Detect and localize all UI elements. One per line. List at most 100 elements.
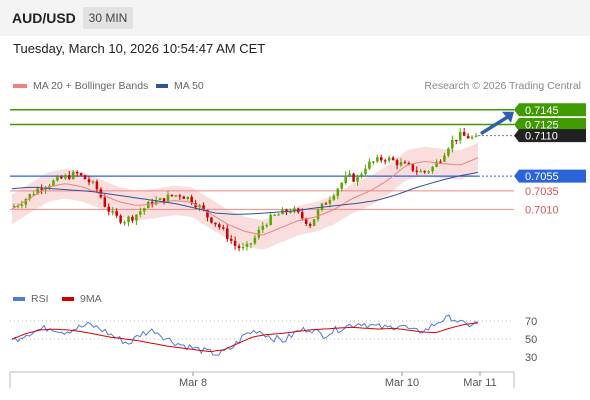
- rsi-swatch: [13, 297, 25, 301]
- candle-body: [249, 243, 253, 245]
- candle: [119, 214, 122, 225]
- candle: [115, 208, 118, 219]
- candle-body: [312, 219, 316, 226]
- x-tick-label: Mar 11: [463, 377, 496, 389]
- candle: [431, 165, 434, 174]
- candle: [229, 234, 233, 244]
- candle: [162, 198, 166, 205]
- candle-body: [16, 205, 20, 207]
- candle: [24, 197, 28, 209]
- candle: [316, 207, 320, 222]
- candle: [360, 172, 363, 179]
- candle-body: [91, 181, 95, 183]
- candle: [253, 234, 257, 246]
- candle: [249, 242, 253, 249]
- candle-body: [245, 243, 249, 247]
- legend-rsi-ma-label: 9MA: [80, 293, 102, 305]
- candle: [20, 200, 24, 209]
- candle-body: [28, 194, 32, 200]
- candle: [364, 164, 367, 177]
- candle: [174, 194, 178, 198]
- candle-body: [328, 199, 332, 204]
- level-tag: [514, 129, 586, 143]
- timestamp: Tuesday, March 10, 2026 10:54:47 AM CET: [13, 41, 266, 56]
- candle: [143, 207, 146, 215]
- level-label-0.7145: 0.7145: [514, 103, 586, 117]
- candle-body: [360, 174, 363, 178]
- candle: [87, 176, 91, 186]
- candle-body: [423, 171, 426, 173]
- x-tick-label: Mar 8: [179, 377, 207, 389]
- candle: [127, 215, 130, 227]
- candle-body: [458, 132, 462, 141]
- candle: [178, 193, 182, 201]
- candle-body: [158, 198, 162, 201]
- candle: [40, 184, 43, 195]
- timeframe-button[interactable]: 30 MIN: [83, 7, 133, 29]
- candle: [190, 194, 193, 206]
- candle: [186, 196, 190, 201]
- rsi-ma-line: [11, 322, 479, 353]
- legend-ma50-label: MA 50: [174, 80, 204, 92]
- candle-body: [415, 170, 419, 172]
- candle-body: [427, 171, 430, 173]
- candle: [458, 128, 462, 144]
- ma50-line: [11, 171, 479, 215]
- candle-body: [178, 195, 182, 197]
- legend-rsi-ma: 9MA: [62, 293, 102, 305]
- candle: [348, 170, 351, 178]
- candle-body: [372, 161, 375, 163]
- candle-body: [202, 205, 205, 211]
- level-tag: [514, 103, 586, 117]
- candle-body: [462, 132, 466, 136]
- candle-body: [439, 161, 442, 163]
- candle-body: [368, 161, 371, 169]
- candle-body: [210, 217, 213, 223]
- legend-ma20-label: MA 20 + Bollinger Bands: [33, 80, 149, 92]
- x-tick-label: Mar 10: [385, 377, 419, 389]
- candle-body: [12, 206, 16, 208]
- candle-body: [225, 228, 229, 239]
- candle-body: [340, 183, 344, 189]
- candle: [419, 168, 423, 173]
- level-value: 0.7110: [525, 131, 558, 143]
- candle: [455, 139, 458, 145]
- candle: [79, 172, 83, 177]
- candle-body: [261, 225, 265, 230]
- candle: [423, 170, 426, 174]
- candle-body: [285, 209, 288, 213]
- candle: [376, 154, 379, 164]
- candle: [225, 224, 229, 242]
- forecast-arrow-head: [502, 111, 514, 123]
- candle-body: [277, 214, 280, 216]
- candle-body: [95, 181, 99, 190]
- candle: [67, 171, 71, 180]
- level-label-0.7110: 0.7110: [514, 129, 586, 143]
- candle-body: [447, 148, 450, 156]
- candle: [158, 197, 162, 201]
- candle-body: [474, 135, 478, 137]
- level-value: 0.7035: [525, 186, 559, 198]
- candle: [32, 191, 35, 196]
- level-tag: [514, 118, 586, 131]
- candle-body: [379, 157, 383, 161]
- legend-ma20: MA 20 + Bollinger Bands: [13, 80, 148, 92]
- candle: [241, 242, 245, 251]
- candle-body: [383, 160, 387, 162]
- ma20-swatch: [13, 84, 27, 88]
- rsi-tick-label: 50: [525, 334, 537, 346]
- chart-header: AUD/USD 30 MIN: [0, 0, 590, 36]
- bollinger-band: [12, 142, 478, 250]
- candle-body: [146, 201, 150, 209]
- candle-body: [99, 189, 103, 198]
- legend-rsi: RSI: [13, 293, 49, 305]
- candle: [379, 154, 383, 163]
- candle: [265, 223, 268, 228]
- candle-body: [344, 175, 347, 184]
- candle-body: [154, 200, 158, 205]
- candle-body: [419, 171, 423, 173]
- candle: [372, 161, 375, 165]
- candle-body: [143, 208, 146, 212]
- candle-body: [395, 160, 399, 166]
- candle-body: [237, 245, 241, 249]
